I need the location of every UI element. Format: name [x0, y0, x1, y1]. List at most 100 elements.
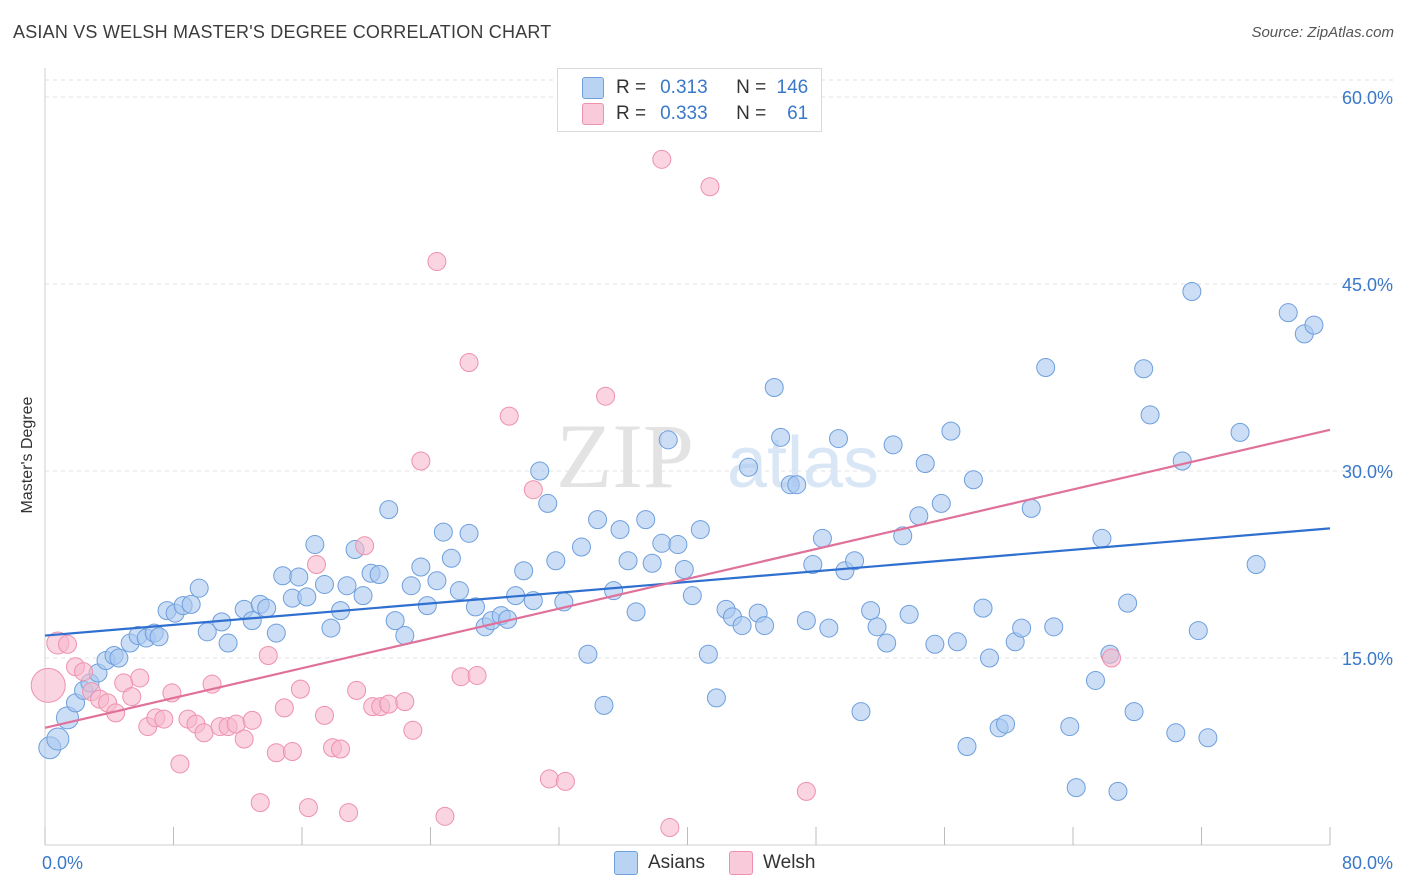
asians-point — [385, 611, 405, 631]
welsh-point — [57, 634, 77, 654]
asians-point — [931, 493, 951, 513]
welsh-point — [499, 406, 519, 426]
legend-item-welsh: Welsh — [729, 851, 815, 875]
asians-trend-line — [44, 527, 1331, 637]
asians-point — [514, 561, 534, 581]
asians-point — [1134, 359, 1154, 379]
asians-point — [690, 520, 710, 540]
correlation-legend: R = 0.313 N = 146 R = 0.333 N = 61 — [557, 68, 822, 132]
asians-point — [618, 551, 638, 571]
asians-point — [845, 551, 865, 571]
asians-legend-swatch-icon — [614, 851, 638, 875]
welsh-point — [347, 680, 367, 700]
legend-label-asians: Asians — [648, 852, 706, 873]
asians-point — [379, 500, 399, 520]
welsh-point — [652, 149, 672, 169]
asians-point — [979, 648, 999, 668]
welsh-point — [403, 720, 423, 740]
asians-point — [1108, 781, 1128, 801]
asians-point — [963, 470, 983, 490]
welsh-point — [411, 451, 431, 471]
asians-point — [149, 627, 169, 647]
y-tick-label: 15.0% — [1342, 649, 1393, 669]
asians-point — [538, 493, 558, 513]
welsh-point — [242, 710, 262, 730]
welsh-point — [274, 698, 294, 718]
asians-point — [610, 520, 630, 540]
asians-point — [266, 623, 286, 643]
legend-n-value: 61 — [787, 103, 809, 124]
asians-point — [297, 587, 317, 607]
y-tick-label: 30.0% — [1342, 462, 1393, 482]
asians-point — [1092, 528, 1112, 548]
y-tick-label: 60.0% — [1342, 88, 1393, 108]
welsh-point — [427, 252, 447, 272]
asians-point — [571, 537, 591, 557]
asians-point — [771, 427, 791, 447]
asians-point — [652, 533, 672, 553]
asians-point — [682, 586, 702, 606]
welsh-point — [451, 667, 471, 687]
asians-point — [732, 616, 752, 636]
asians-point — [1182, 281, 1202, 301]
asians-point — [242, 611, 262, 631]
legend-item-asians: Asians — [614, 851, 705, 875]
welsh-point — [30, 667, 66, 703]
asians-point — [181, 594, 201, 614]
welsh-point — [154, 709, 174, 729]
asians-point — [973, 598, 993, 618]
asians-point — [626, 602, 646, 622]
welsh-point — [523, 480, 543, 500]
asians-point — [1036, 358, 1056, 378]
asians-point — [957, 737, 977, 757]
asians-point — [893, 526, 913, 546]
asians-point — [867, 617, 887, 637]
asians-point — [636, 510, 656, 530]
legend-row-welsh: R = 0.333 N = 61 — [582, 103, 808, 125]
legend-r-label: R = — [616, 77, 647, 98]
welsh-point — [282, 742, 302, 761]
welsh-point — [395, 692, 415, 712]
asians-point — [546, 551, 566, 571]
welsh-point — [555, 771, 575, 791]
asians-point — [909, 506, 929, 526]
asians-point — [588, 510, 608, 530]
welsh-point — [467, 665, 487, 685]
source-note: Source: ZipAtlas.com — [1251, 24, 1394, 41]
asians-point — [755, 616, 775, 636]
welsh-point — [339, 803, 359, 823]
asians-point — [578, 644, 598, 664]
asians-point — [459, 523, 479, 543]
asians-point — [1278, 303, 1298, 323]
asians-point — [1044, 617, 1064, 637]
chart-title: ASIAN VS WELSH MASTER'S DEGREE CORRELATI… — [13, 22, 552, 42]
welsh-point — [660, 818, 680, 838]
asians-point — [819, 618, 839, 638]
welsh-point — [234, 729, 254, 749]
asians-point — [915, 454, 935, 474]
welsh-point — [539, 769, 559, 789]
asians-point — [1140, 405, 1160, 425]
welsh-point — [250, 793, 270, 813]
asians-point — [739, 457, 759, 477]
asians-point — [257, 598, 277, 618]
asians-point — [1230, 422, 1250, 442]
welsh-point — [170, 754, 190, 774]
welsh-point — [379, 694, 399, 714]
asians-point — [401, 576, 421, 596]
welsh-swatch-icon — [582, 103, 604, 125]
series-legend: Asians Welsh — [614, 851, 839, 875]
asians-point — [465, 597, 485, 617]
asians-point — [1198, 728, 1218, 748]
asians-point — [417, 596, 437, 616]
legend-label-welsh: Welsh — [763, 852, 816, 873]
legend-r-value: 0.313 — [660, 77, 708, 98]
welsh-point — [298, 798, 318, 818]
asians-point — [305, 535, 325, 555]
welsh-point — [459, 353, 479, 373]
asians-point — [314, 574, 334, 594]
asians-point — [353, 586, 373, 606]
asians-point — [796, 611, 816, 631]
welsh-point — [74, 662, 94, 682]
welsh-point — [258, 646, 278, 666]
